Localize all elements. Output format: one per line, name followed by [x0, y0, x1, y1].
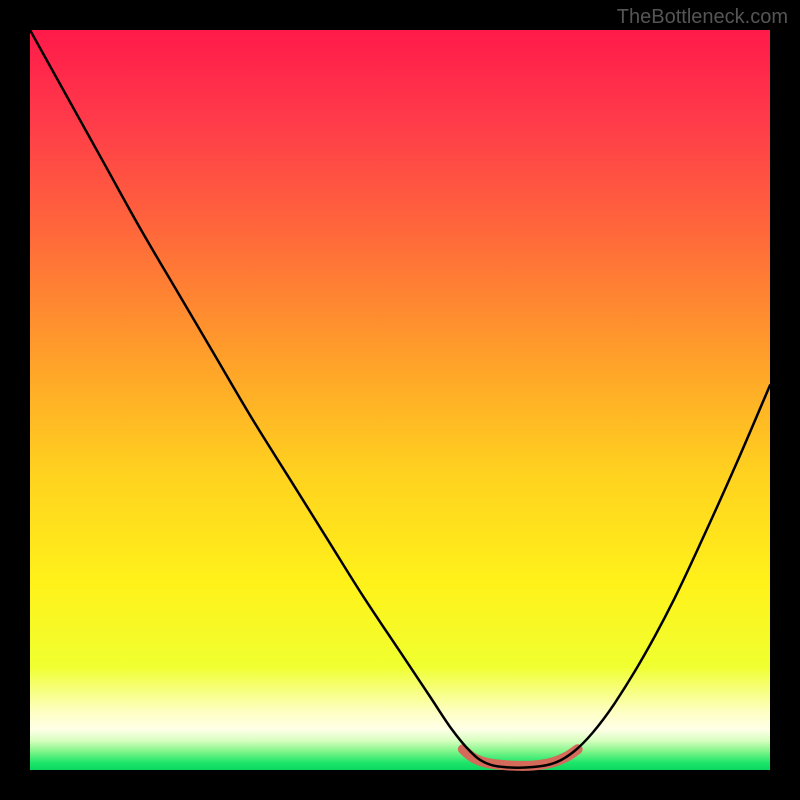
chart-background [30, 30, 770, 770]
watermark-text: TheBottleneck.com [617, 6, 788, 29]
chart-container: TheBottleneck.com [0, 0, 800, 800]
bottleneck-chart [0, 0, 800, 800]
